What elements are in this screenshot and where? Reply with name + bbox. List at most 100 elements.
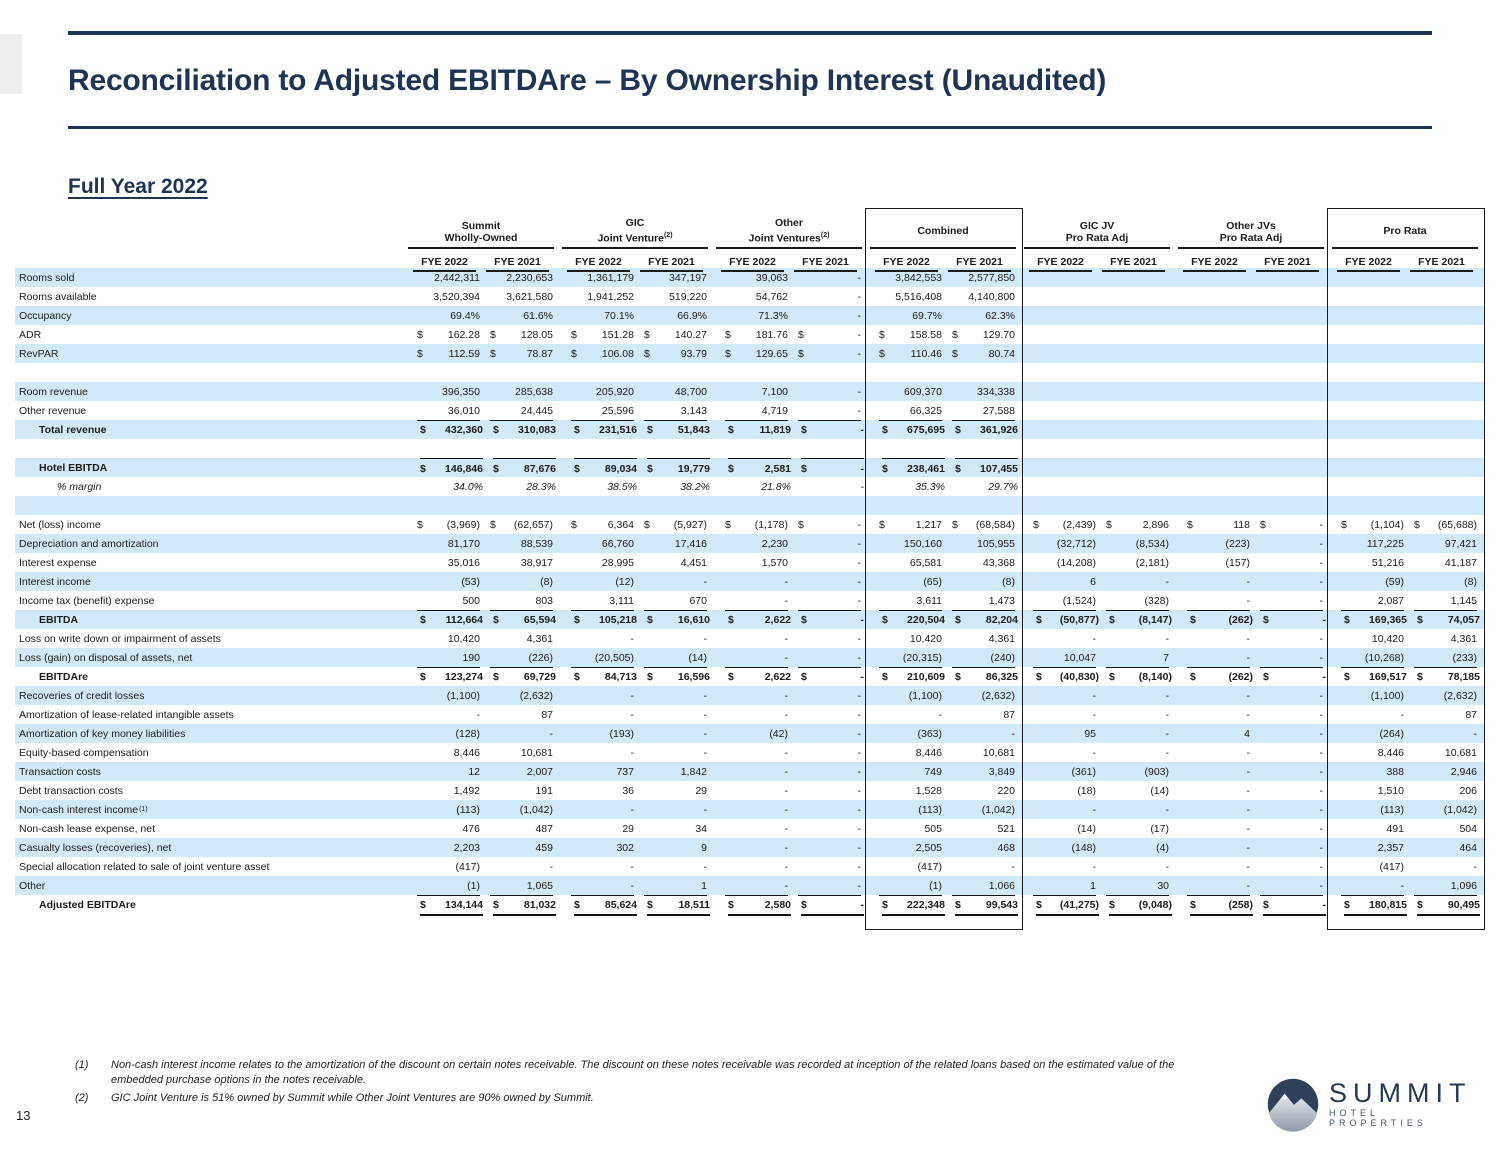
fye-header-label: FYE 2022: [567, 249, 630, 272]
table-cell: -: [1255, 648, 1328, 668]
column-group-cells: (42) -: [720, 724, 866, 743]
table-cell-value: 396,350: [442, 385, 480, 398]
table-cell: $19,779: [642, 458, 715, 477]
table-cell-value: (193): [609, 727, 634, 740]
table-cell-value: 5,516,408: [895, 290, 942, 303]
table-cell: [1336, 344, 1409, 363]
table-cell-value: 48,700: [674, 385, 707, 398]
table-cell-value: -: [784, 575, 789, 588]
table-cell: -: [793, 686, 866, 705]
table-cell: [947, 439, 1020, 458]
column-group-cells: --: [1182, 591, 1328, 611]
table-cell: $ (9,048): [1104, 895, 1177, 916]
table-cell-value: $210,609: [882, 670, 945, 683]
table-cell-value: -: [725, 648, 788, 668]
table-cell-value: (14): [644, 648, 707, 668]
table-cell: -: [793, 857, 866, 876]
table-cell: -: [566, 857, 639, 876]
table-cell-value: 9: [701, 841, 707, 854]
fye-header-label: FYE 2022: [1029, 249, 1092, 272]
column-group-cells: --: [720, 876, 866, 896]
table-cell-value: -: [857, 537, 862, 550]
table-cell: $129.70: [947, 325, 1020, 344]
column-group-cells: --: [1182, 876, 1328, 896]
column-group-cells: [1185, 420, 1331, 439]
table-cell-value: (42): [769, 727, 788, 740]
table-cell-value: $ (8,147): [1109, 613, 1172, 626]
table-cell-value: -: [703, 860, 708, 873]
table-cell: 468: [947, 838, 1020, 857]
table-cell-value: 519,220: [669, 290, 707, 303]
table-cell-value: -: [1319, 765, 1324, 778]
table-cell: 5,516,408: [874, 287, 947, 306]
table-cell-value: 2,577,850: [968, 271, 1015, 284]
table-cell: 34: [639, 819, 712, 838]
table-cell: $ -: [796, 610, 869, 629]
table-cell: [1339, 477, 1412, 496]
table-cell-value: $ (262): [1190, 613, 1253, 626]
column-group-cells: (1,100) (2,632): [874, 686, 1020, 705]
table-cell-value: -: [1246, 575, 1251, 588]
fye-header-label: FYE 2021: [1102, 249, 1165, 272]
table-cell: (363): [874, 724, 947, 743]
table-cell-value: 1,066: [952, 876, 1015, 896]
table-cell: -: [793, 534, 866, 553]
table-cell-value: 150,160: [904, 537, 942, 550]
row-label: Total revenue: [39, 423, 107, 436]
table-cell: [793, 363, 866, 382]
table-cell: -: [793, 781, 866, 800]
column-group-cells: 10,420 4,361: [874, 629, 1020, 648]
table-cell: (2,181): [1101, 553, 1174, 572]
table-cell: $238,461: [877, 458, 950, 477]
table-cell-value: $ (1,178): [725, 518, 788, 531]
table-cell-value: [879, 439, 942, 458]
table-cell-value: $86,325: [955, 670, 1018, 683]
column-group-cells: $2,581 $ -: [723, 458, 869, 477]
column-group-cells: [1028, 401, 1174, 420]
table-cell-value: -: [938, 708, 943, 721]
table-cell: (8): [1409, 572, 1482, 591]
table-cell: 519,220: [639, 287, 712, 306]
column-group-cells: --: [1182, 686, 1328, 705]
table-cell-value: [952, 496, 1015, 515]
table-cell-value: (113): [456, 803, 480, 816]
table-cell: [720, 363, 793, 382]
table-cell-value: (226): [490, 648, 553, 668]
table-cell: (417): [1336, 857, 1409, 876]
column-group-cells: $118 $ -: [1182, 515, 1328, 534]
column-group-cells: --: [720, 762, 866, 781]
column-group-cells: 1,510 206: [1336, 781, 1482, 800]
table-row: Equity-based compensation 8,446 10,681- - - -…: [15, 743, 1485, 762]
table-cell-value: 4,361: [1450, 632, 1477, 645]
table-cell: 3,621,580: [485, 287, 558, 306]
column-group-title: GIC Joint Venture(2): [562, 210, 708, 249]
table-cell: [1409, 382, 1482, 401]
table-cell: 803: [485, 591, 558, 611]
table-cell-value: 36: [622, 784, 634, 797]
table-cell-value: -: [1246, 803, 1251, 816]
column-group-cells: - 87: [1336, 705, 1482, 724]
table-cell: (20,505): [566, 648, 639, 668]
table-cell-value: (32,712): [1056, 537, 1096, 550]
table-cell: 30: [1101, 876, 1174, 896]
table-cell: 670: [639, 591, 712, 611]
table-cell: [1104, 477, 1177, 496]
table-cell-value: -: [798, 591, 861, 611]
column-group-cells: --: [1028, 857, 1174, 876]
table-cell: $78.87: [485, 344, 558, 363]
table-cell-value: [1417, 420, 1480, 439]
table-cell-value: [798, 496, 861, 515]
column-group-cells: $ (40,830) $ (8,140): [1031, 667, 1177, 686]
table-cell: 491: [1336, 819, 1409, 838]
table-cell-value: -: [784, 765, 789, 778]
column-group-cells: 7,100 -: [720, 382, 866, 401]
table-cell-value: 54,762: [755, 290, 788, 303]
table-cell: $6,364: [566, 515, 639, 534]
table-cell: [1255, 306, 1328, 325]
table-cell: -: [639, 572, 712, 591]
table-cell: 2,230,653: [485, 268, 558, 287]
column-group-cells: [1028, 287, 1174, 306]
table-header: Summit Wholly-Owned FYE 2022 FYE 2021 GIC Joi…: [15, 210, 1485, 272]
table-cell: -: [1182, 705, 1255, 724]
table-cell-value: (8): [1464, 575, 1477, 588]
